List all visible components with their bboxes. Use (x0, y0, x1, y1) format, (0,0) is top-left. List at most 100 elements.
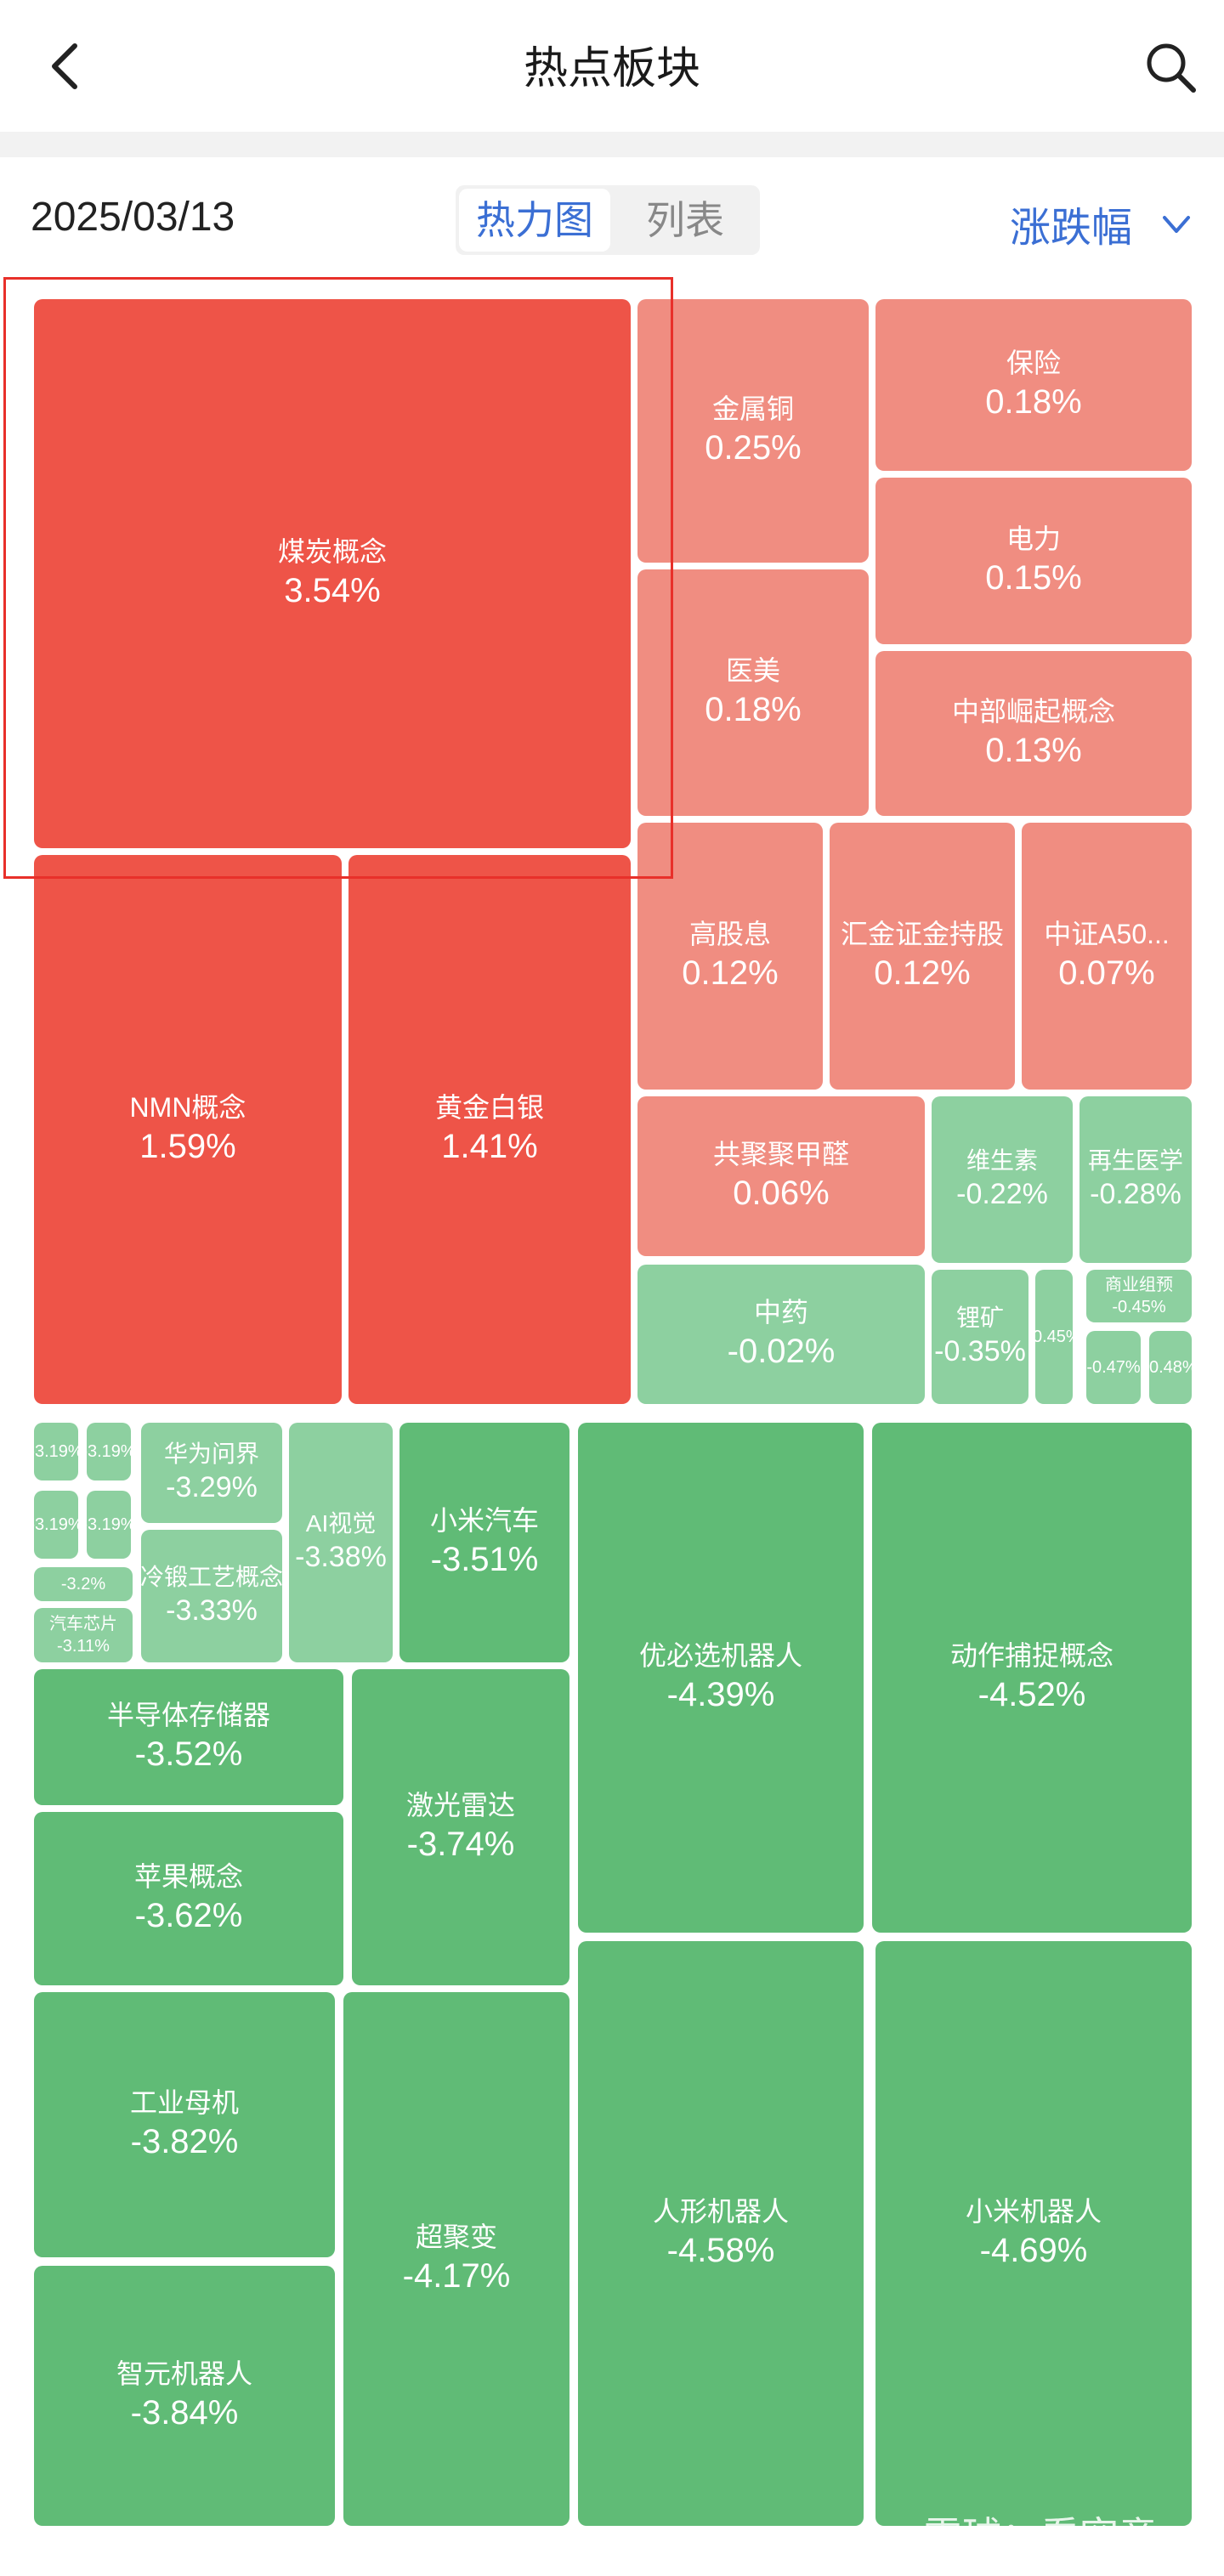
sector-tile[interactable]: 煤炭概念 3.54% (34, 299, 631, 848)
sector-tile[interactable]: 冷锻工艺概念 -3.33% (141, 1530, 282, 1662)
sector-tile[interactable]: 激光雷达 -3.74% (352, 1669, 570, 1985)
sector-tile[interactable]: AI视觉 -3.38% (289, 1423, 393, 1662)
sector-name: 高股息 (688, 919, 771, 949)
top-bar: 热点板块 (0, 0, 1224, 132)
sector-tile[interactable]: 维生素 -0.22% (932, 1096, 1073, 1263)
sector-tile[interactable]: 动作捕捉概念 -4.52% (872, 1423, 1192, 1933)
sector-change: -3.19% (87, 1442, 131, 1461)
sector-change: 0.13% (985, 732, 1082, 769)
sector-tile[interactable]: 汇金证金持股 0.12% (830, 823, 1015, 1090)
sector-change: -0.45% (1035, 1328, 1073, 1346)
sector-name: 黄金白银 (434, 1092, 544, 1123)
sector-tile[interactable]: 中部崛起概念 0.13% (876, 651, 1192, 816)
sector-name: 中部崛起概念 (951, 696, 1115, 727)
sector-tile[interactable]: 电力 0.15% (876, 478, 1192, 644)
sector-tile[interactable]: 保险 0.18% (876, 299, 1192, 471)
sector-change: -3.19% (34, 1515, 78, 1534)
sector-change: -3.2% (60, 1575, 106, 1594)
sector-name: 中证A50... (1044, 919, 1170, 949)
sector-name: 人形机器人 (652, 2196, 789, 2227)
sector-name: 维生素 (966, 1147, 1038, 1175)
sector-name: 保险 (1006, 348, 1061, 378)
sector-name: 激光雷达 (405, 1790, 515, 1820)
sector-change: -3.52% (134, 1735, 243, 1773)
sector-tile[interactable]: 锂矿 -0.35% (932, 1270, 1028, 1404)
sector-tile[interactable]: 医美 0.18% (638, 569, 869, 816)
sector-name: 中药 (753, 1297, 808, 1328)
sector-tile[interactable]: 黄金白银 1.41% (348, 855, 631, 1404)
sector-tile[interactable]: 人形机器人 -4.58% (578, 1941, 864, 2526)
sector-tile[interactable]: -0.45% (1035, 1270, 1073, 1404)
sector-tile[interactable]: -3.2% (34, 1567, 133, 1601)
sector-tile[interactable]: -0.47% (1086, 1331, 1141, 1404)
sector-change: -3.82% (130, 2123, 239, 2160)
sector-tile[interactable]: 优必选机器人 -4.39% (578, 1423, 864, 1933)
sector-tile[interactable]: -0.48% (1149, 1331, 1192, 1404)
sector-tile[interactable]: 华为问界 -3.29% (141, 1423, 282, 1523)
sector-change: -0.35% (934, 1335, 1026, 1368)
sector-change: 0.18% (705, 691, 802, 728)
sector-tile[interactable]: NMN概念 1.59% (34, 855, 342, 1404)
sector-change: -3.38% (295, 1541, 387, 1574)
sector-name: 汇金证金持股 (840, 919, 1004, 949)
sector-change: 3.54% (284, 572, 381, 609)
sector-change: 0.06% (733, 1175, 830, 1212)
sector-tile[interactable]: 金属铜 0.25% (638, 299, 869, 563)
sector-tile[interactable]: 中药 -0.02% (638, 1265, 925, 1404)
sector-name: 医美 (725, 655, 780, 686)
sector-name: 电力 (1006, 524, 1061, 554)
sector-tile[interactable]: 超聚变 -4.17% (343, 1992, 570, 2526)
sector-tile[interactable]: 半导体存储器 -3.52% (34, 1669, 343, 1805)
sector-tile[interactable]: 智元机器人 -3.84% (34, 2266, 335, 2526)
sector-tile[interactable]: 再生医学 -0.28% (1080, 1096, 1192, 1263)
chevron-down-icon[interactable] (1159, 207, 1193, 241)
sector-change: 1.41% (441, 1128, 538, 1165)
sector-change: -4.52% (978, 1676, 1086, 1713)
sector-name: 小米机器人 (965, 2196, 1102, 2227)
sector-change: -3.62% (134, 1897, 243, 1934)
sector-tile[interactable]: 商业组预 -0.45% (1086, 1270, 1192, 1322)
sector-tile[interactable]: 工业母机 -3.82% (34, 1992, 335, 2257)
sector-tile[interactable]: 共聚聚甲醛 0.06% (638, 1096, 925, 1256)
sector-tile[interactable]: -3.19% (87, 1491, 131, 1559)
sector-name: 共聚聚甲醛 (712, 1139, 849, 1169)
sector-tile[interactable]: 小米机器人 -4.69% (876, 1941, 1192, 2526)
tab-list[interactable]: 列表 (646, 198, 724, 242)
view-toggle: 热力图 列表 (456, 185, 760, 255)
back-arrow-icon[interactable] (41, 41, 92, 92)
sector-change: -0.48% (1149, 1358, 1192, 1377)
sector-name: 锂矿 (955, 1305, 1004, 1332)
sector-tile[interactable]: -3.19% (34, 1423, 78, 1480)
sector-change: -4.69% (979, 2232, 1088, 2269)
sector-change: -3.74% (406, 1826, 515, 1863)
sector-name: 动作捕捉概念 (949, 1640, 1114, 1671)
sector-name: 再生医学 (1087, 1147, 1183, 1175)
sector-change: 0.18% (985, 383, 1082, 421)
page-title: 热点板块 (523, 44, 700, 93)
sector-name: 冷锻工艺概念 (141, 1564, 282, 1591)
sector-name: 苹果概念 (133, 1861, 243, 1892)
sector-name: 优必选机器人 (638, 1640, 802, 1671)
sector-tile[interactable]: 中证A50... 0.07% (1022, 823, 1192, 1090)
sector-tile[interactable]: 小米汽车 -3.51% (400, 1423, 570, 1662)
sector-name: AI视觉 (305, 1510, 377, 1537)
sector-change: -0.22% (956, 1178, 1048, 1211)
sector-name: 工业母机 (129, 2087, 239, 2118)
search-icon[interactable] (1142, 39, 1198, 95)
sector-name: 智元机器人 (116, 2358, 252, 2389)
sector-name: 半导体存储器 (106, 1700, 270, 1730)
trade-date: 2025/03/13 (31, 195, 235, 240)
sector-tile[interactable]: 苹果概念 -3.62% (34, 1812, 343, 1985)
sort-selector[interactable]: 涨跌幅 (1010, 206, 1133, 251)
sector-change: -0.45% (1112, 1297, 1166, 1316)
sector-tile[interactable]: 汽车芯片 -3.11% (34, 1608, 133, 1662)
sector-tile[interactable]: -3.19% (34, 1491, 78, 1559)
sector-change: -3.33% (166, 1594, 258, 1628)
sector-change: -0.28% (1090, 1178, 1182, 1211)
sector-name: 汽车芯片 (49, 1614, 117, 1633)
sector-tile[interactable]: 高股息 0.12% (638, 823, 823, 1090)
sector-name: NMN概念 (129, 1092, 246, 1123)
section-divider (0, 132, 1224, 157)
tab-heatmap[interactable]: 热力图 (459, 189, 610, 252)
sector-tile[interactable]: -3.19% (87, 1423, 131, 1480)
